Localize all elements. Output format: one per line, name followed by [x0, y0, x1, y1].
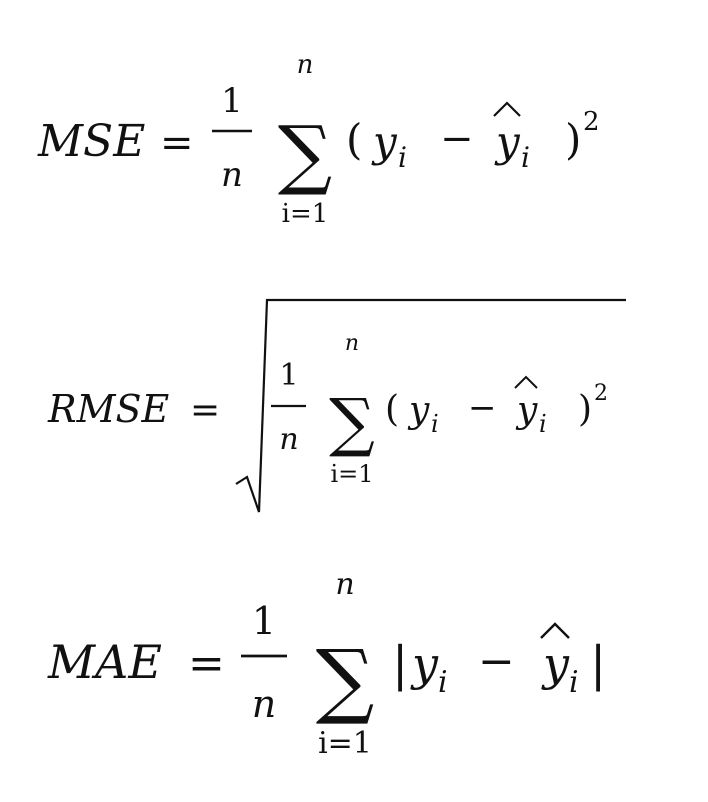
rmse-y: y — [407, 390, 430, 431]
mae-close-abs-bar: | — [590, 636, 606, 692]
mae-y-hat: y — [541, 637, 570, 691]
rmse-fraction-numerator: 1 — [279, 358, 298, 393]
rmse-sum-lower-limit: i=1 — [330, 460, 373, 488]
mae-formula: MAE = 1 n n ∑ i=1 | y i − y i | — [47, 567, 606, 761]
rmse-square-root-icon — [235, 298, 626, 513]
mse-sum-upper-limit: n — [297, 50, 314, 80]
rmse-exponent: 2 — [594, 381, 608, 406]
rmse-fraction-denominator: n — [279, 422, 298, 457]
mse-y-hat-subscript: i — [521, 141, 530, 174]
rmse-minus: − — [468, 388, 497, 428]
rmse-label: RMSE — [47, 387, 170, 431]
rmse-equals: = — [190, 390, 220, 431]
mse-open-paren: ( — [346, 115, 362, 164]
mae-sum-lower-limit: i=1 — [318, 726, 372, 761]
mse-exponent: 2 — [583, 107, 600, 137]
mse-hat-icon — [493, 101, 521, 117]
rmse-y-subscript: i — [431, 410, 439, 438]
mse-fraction-numerator: 1 — [221, 81, 243, 121]
mae-hat-icon — [540, 622, 570, 639]
mse-sum-lower-limit: i=1 — [282, 199, 329, 229]
mae-open-abs-bar: | — [392, 636, 408, 692]
mse-close-paren: ) — [565, 115, 581, 164]
mse-y: y — [371, 117, 398, 166]
rmse-sum-upper-limit: n — [345, 331, 359, 356]
mae-sigma-icon: ∑ — [316, 633, 375, 728]
rmse-close-paren: ) — [578, 389, 592, 430]
mse-minus: − — [440, 116, 474, 162]
mse-formula: MSE = 1 n n ∑ i=1 ( y i − y i ) 2 — [37, 50, 600, 229]
mse-label: MSE — [37, 116, 145, 167]
mae-y: y — [410, 637, 439, 691]
mse-equals: = — [160, 120, 194, 166]
mae-fraction-denominator: n — [252, 682, 276, 726]
mse-fraction-denominator: n — [221, 155, 243, 195]
rmse-hat-icon — [514, 375, 538, 389]
mae-fraction-numerator: 1 — [252, 599, 276, 643]
mse-sigma-icon: ∑ — [278, 109, 332, 198]
mse-y-subscript: i — [398, 141, 407, 174]
mae-sum-upper-limit: n — [335, 567, 354, 602]
mae-y-hat-subscript: i — [569, 665, 579, 700]
mae-label: MAE — [47, 635, 162, 689]
mae-equals: = — [188, 638, 225, 689]
mse-y-hat: y — [494, 117, 521, 166]
mae-y-subscript: i — [438, 665, 448, 700]
rmse-formula: RMSE = 1 n n ∑ i=1 ( y i − y i ) 2 — [47, 298, 626, 513]
rmse-open-paren: ( — [385, 389, 399, 430]
mae-minus: − — [478, 636, 515, 687]
rmse-y-hat: y — [515, 390, 538, 431]
rmse-sigma-icon: ∑ — [329, 386, 375, 460]
rmse-y-hat-subscript: i — [539, 410, 547, 438]
